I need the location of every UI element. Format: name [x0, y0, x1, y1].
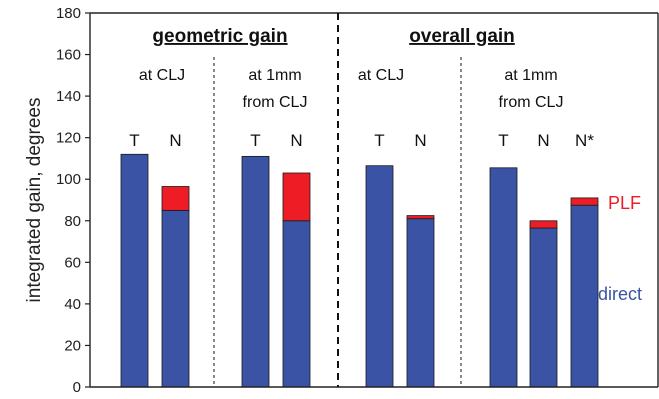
group-label-line1: at CLJ [139, 67, 185, 84]
group-labels: T N T N T N T N N* at CLJ at 1mm from CLJ at CLJ at 1… [129, 26, 594, 150]
bar-direct [161, 209, 190, 388]
y-axis-label: integrated gain, degrees [24, 98, 45, 303]
bar-label: N* [575, 131, 594, 150]
y-tick-label: 160 [56, 47, 81, 64]
bar-label: N [169, 131, 181, 150]
bar-direct [489, 167, 518, 388]
section-title: overall gain [409, 26, 515, 47]
legend: PLF direct [598, 193, 642, 304]
section-title: geometric gain [152, 26, 287, 47]
bar-label: T [250, 131, 260, 150]
y-tick-label: 120 [56, 130, 81, 147]
bar-plf [161, 186, 190, 211]
bar-direct [570, 204, 599, 388]
bar-direct [282, 220, 311, 388]
legend-entry-direct: direct [598, 284, 642, 304]
bar-label: N [414, 131, 426, 150]
y-tick-label: 180 [56, 5, 81, 22]
bar-direct [529, 227, 558, 388]
group-label-line1: at CLJ [358, 67, 404, 84]
legend-entry-plf: PLF [608, 193, 641, 213]
bar-direct [241, 155, 270, 388]
group-label-line1: at 1mm [248, 67, 301, 84]
y-tick-label: 0 [73, 379, 81, 396]
bar-direct [406, 218, 435, 388]
bar-plf [282, 172, 311, 222]
bar-label: T [374, 131, 384, 150]
y-tick-label: 80 [64, 213, 81, 230]
bar-plf [570, 197, 599, 206]
bar-label: T [129, 131, 139, 150]
bar-label: N [537, 131, 549, 150]
y-tick-label: 100 [56, 171, 81, 188]
y-tick-label: 20 [64, 337, 81, 354]
bar-direct [365, 165, 394, 388]
y-axis-ticks: 0 20 40 60 80 100 120 140 160 180 [56, 5, 90, 396]
bar-direct [120, 153, 149, 388]
group-label-line2: from CLJ [243, 94, 308, 111]
bar-plf [406, 215, 435, 220]
group-label-line2: from CLJ [499, 94, 564, 111]
group-label-line1: at 1mm [504, 67, 557, 84]
y-tick-label: 40 [64, 296, 81, 313]
bar-label: T [498, 131, 508, 150]
y-tick-label: 140 [56, 88, 81, 105]
bar-plf [529, 220, 558, 229]
bars [120, 153, 599, 388]
plot-frame [89, 12, 659, 388]
bar-label: N [290, 131, 302, 150]
y-tick-label: 60 [64, 254, 81, 271]
